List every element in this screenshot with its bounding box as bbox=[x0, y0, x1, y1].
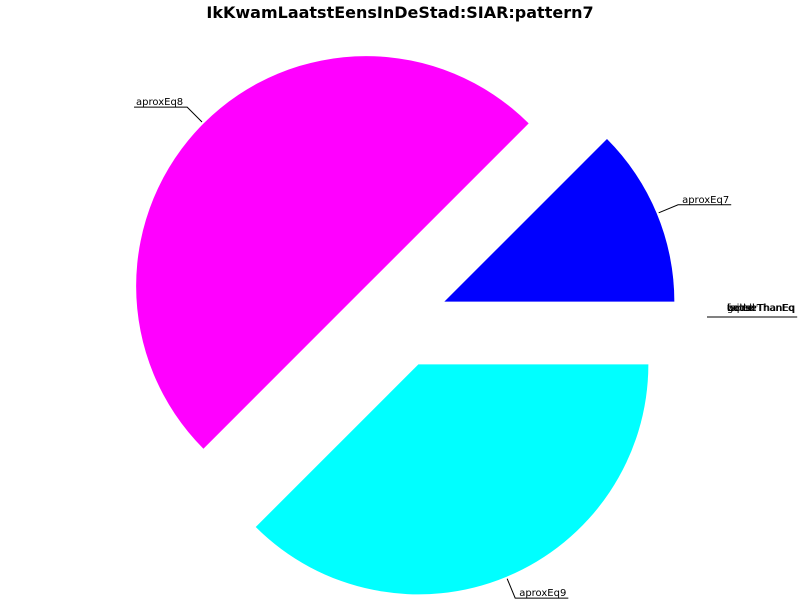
chart-title: IkKwamLaatstEensInDeStad:SIAR:pattern7 bbox=[206, 3, 594, 22]
pie-label-aproxEq8: aproxEq8 bbox=[136, 97, 183, 108]
pie-label-aproxEq7: aproxEq7 bbox=[682, 195, 729, 206]
pie-label-betterThanEq: betterThanEq bbox=[727, 303, 795, 314]
pie-label-bad: bad bbox=[727, 303, 746, 314]
pie-label-aproxEq8-leader bbox=[134, 106, 203, 123]
pie-label-aproxEq8-group: aproxEq8 bbox=[134, 97, 203, 123]
zero-slice-labels: badbetterThanEqequalworseThanEqgoodfaile… bbox=[707, 303, 798, 318]
pie-label-aproxEq9: aproxEq9 bbox=[519, 588, 566, 599]
pie-label-equal: equal bbox=[727, 303, 755, 314]
pie-label-failed: failed bbox=[727, 303, 755, 314]
pie-label-aproxEq9-group: aproxEq9 bbox=[506, 578, 569, 599]
pie-slice-aproxEq7 bbox=[444, 138, 675, 302]
pie-label-good: good bbox=[727, 303, 752, 314]
pie-label-worseThanEq: worseThanEq bbox=[727, 303, 794, 314]
pie-label-aproxEq9-leader bbox=[506, 578, 569, 599]
pie-label-aproxEq7-group: aproxEq7 bbox=[658, 195, 732, 214]
pie-slice-aproxEq8 bbox=[136, 56, 529, 449]
pie-slice-aproxEq9 bbox=[255, 364, 649, 595]
pie-label-aproxEq7-leader bbox=[658, 204, 732, 214]
